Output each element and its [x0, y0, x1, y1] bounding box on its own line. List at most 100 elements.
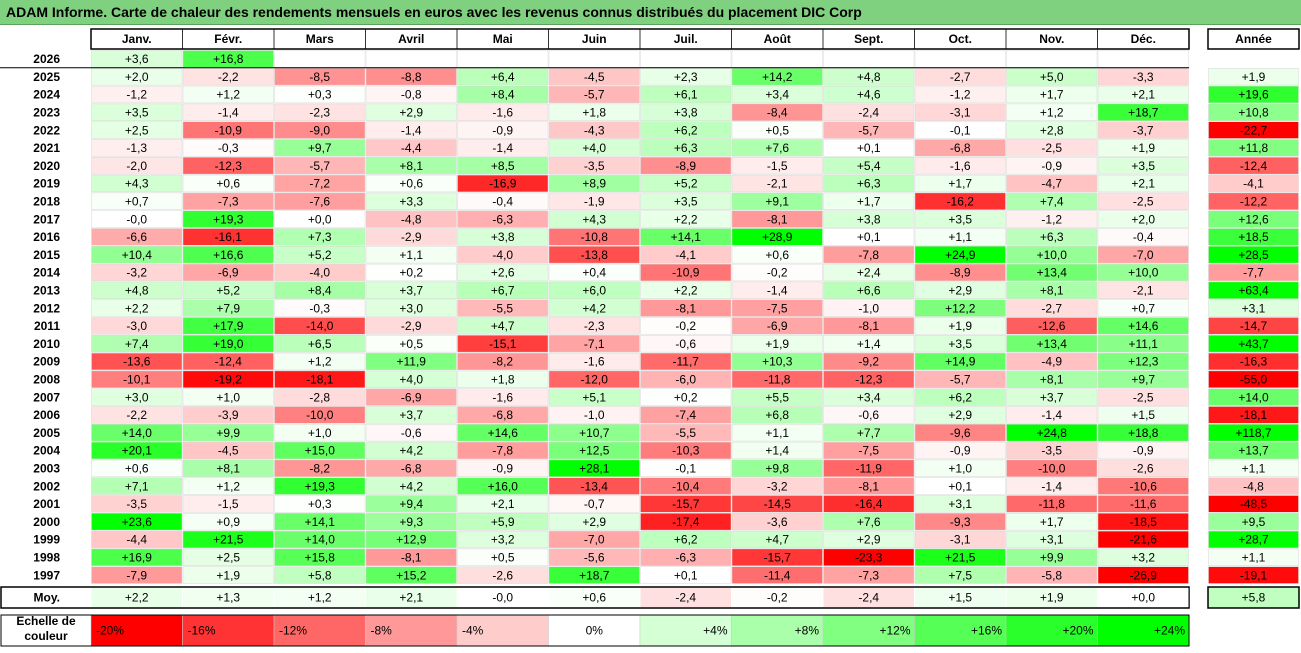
heat-cell: [731, 495, 823, 513]
heat-cell: [91, 121, 183, 139]
heat-cell-value: -4,4: [126, 533, 147, 547]
heat-cell-value: -8,1: [858, 319, 879, 333]
heat-cell: [914, 299, 1006, 317]
heat-cell: [91, 459, 183, 477]
heat-cell: [1097, 513, 1189, 531]
heat-cell: [731, 424, 823, 442]
year-total-cell: [1208, 157, 1299, 175]
average-value: +1,5: [948, 591, 972, 605]
heat-cell: [823, 210, 915, 228]
heat-cell: [731, 210, 823, 228]
year-total-cell: [1208, 495, 1299, 513]
heat-cell: [548, 530, 640, 549]
year-total-cell: [1208, 210, 1299, 228]
month-header: Août: [764, 32, 791, 46]
heat-cell-value: +3,6: [125, 52, 149, 66]
heat-cell-value: -8,9: [950, 266, 971, 280]
heat-cell: [457, 299, 549, 317]
heat-cell: [731, 548, 823, 566]
heat-cell-value: -6,9: [218, 266, 239, 280]
month-header: Juil.: [674, 32, 698, 46]
heat-cell-value: -1,2: [950, 88, 971, 102]
heat-cell-value: +3,4: [857, 390, 881, 404]
heat-cell: [457, 424, 549, 442]
heat-cell-value: +2,0: [1131, 212, 1155, 226]
heat-cell: [823, 548, 915, 566]
heat-cell-value: -7,1: [584, 337, 605, 351]
heat-cell: [548, 246, 640, 264]
heat-cell-value: -7,0: [1133, 248, 1154, 262]
heat-cell-value: -1,4: [218, 105, 239, 119]
heat-cell: [1006, 263, 1098, 282]
heat-cell: [274, 513, 366, 531]
heat-cell: [1097, 459, 1189, 477]
heat-cell-value: -3,2: [767, 479, 788, 493]
heat-cell: [91, 335, 183, 353]
heat-cell-value: +2,4: [857, 266, 881, 280]
year-total-value: +13,7: [1238, 444, 1269, 458]
heat-cell: [457, 477, 549, 495]
year-total-cell: [1208, 192, 1299, 210]
heat-cell-value: +0,3: [308, 497, 332, 511]
year-total-value: -18,1: [1240, 408, 1268, 422]
heat-cell: [914, 388, 1006, 406]
heat-cell: [1006, 459, 1098, 477]
heat-cell: [1097, 174, 1189, 193]
heat-cell: [182, 495, 274, 513]
year-total-value: +11,8: [1239, 141, 1269, 155]
heat-cell: [365, 103, 457, 121]
heat-cell-value: +4,6: [857, 88, 881, 102]
heat-cell: [365, 388, 457, 406]
row-year-label: 1997: [33, 568, 60, 582]
heat-cell-value: +12,3: [1128, 355, 1159, 369]
heat-cell-value: +7,9: [216, 301, 240, 315]
heat-cell: [640, 406, 732, 424]
heat-cell: [914, 139, 1006, 157]
year-total-cell: [1208, 513, 1299, 531]
heat-cell-value: +0,1: [674, 568, 698, 582]
average-cell: [457, 588, 548, 607]
heat-cell-value: -13,6: [123, 355, 151, 369]
heat-cell: [731, 157, 823, 175]
heat-cell: [91, 424, 183, 442]
heat-cell-value: -2,6: [492, 568, 513, 582]
heat-cell: [365, 139, 457, 157]
heat-cell-value: +1,0: [948, 461, 972, 475]
heat-cell-value: +0,5: [491, 550, 515, 564]
year-total-header: Année: [1235, 32, 1272, 46]
heat-cell-value: -5,5: [675, 426, 696, 440]
year-total-value: +28,7: [1238, 533, 1269, 547]
heat-cell-value: -1,9: [584, 194, 605, 208]
heat-cell: [640, 477, 732, 495]
heat-cell-value: -2,3: [584, 319, 605, 333]
heat-cell: [91, 566, 183, 584]
heat-cell-value: +2,1: [1131, 177, 1155, 191]
heat-cell: [1006, 513, 1098, 531]
heat-cell-value: +4,0: [582, 141, 606, 155]
heat-cell: [365, 352, 457, 371]
heat-cell: [823, 174, 915, 193]
heat-cell-value: -3,1: [950, 105, 971, 119]
heat-cell: [91, 548, 183, 566]
heat-cell-value: -4,0: [492, 248, 513, 262]
heat-cell-value: +4,7: [491, 319, 515, 333]
heat-cell: [182, 548, 274, 566]
heat-cell-value: +5,5: [765, 390, 789, 404]
heat-cell-value: +6,7: [491, 283, 515, 297]
year-total-value: -12,4: [1240, 159, 1268, 173]
heat-cell-value: +4,2: [399, 444, 423, 458]
heat-cell: [823, 388, 915, 406]
heat-cell-value: +3,8: [857, 212, 881, 226]
heat-cell: [182, 424, 274, 442]
heat-cell-value: -10,9: [215, 123, 243, 137]
heat-cell-value: +1,2: [1040, 105, 1064, 119]
heat-cell-value: -1,6: [584, 355, 605, 369]
heat-cell: [1097, 121, 1189, 139]
heat-cell-value: +18,7: [1128, 105, 1159, 119]
year-total-cell: [1208, 388, 1299, 406]
heat-cell: [457, 228, 549, 246]
heat-cell: [182, 335, 274, 353]
average-cell: [915, 588, 1006, 607]
average-value: +0,6: [582, 591, 606, 605]
